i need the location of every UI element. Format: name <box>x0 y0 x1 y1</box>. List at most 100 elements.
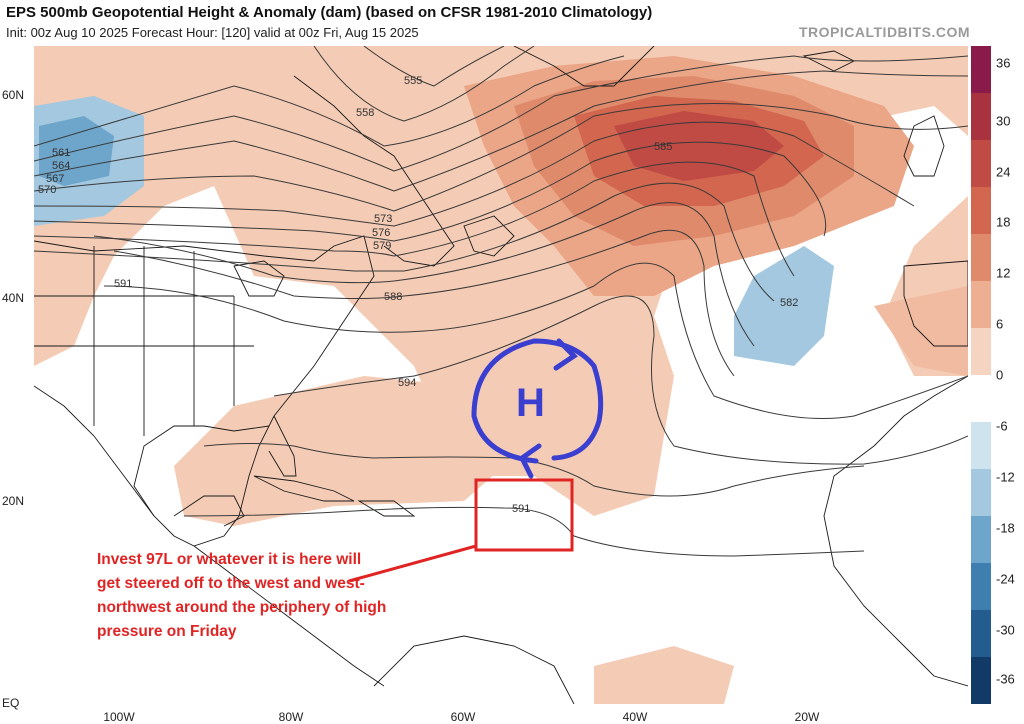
contour-label-594: 594 <box>398 377 416 389</box>
colorbar-label-minus30: -30 <box>996 622 1015 638</box>
lat-label-60n: 60N <box>2 88 25 102</box>
africa <box>823 375 968 687</box>
florida <box>268 415 297 477</box>
great-lakes <box>233 260 285 297</box>
lat-label-eq: EQ <box>2 696 20 710</box>
highlight-box <box>474 478 574 552</box>
contour-567 <box>34 70 968 192</box>
lat-label-40n: 40N <box>2 291 25 305</box>
us-states-grid <box>34 246 254 436</box>
lon-label-20w: 20W <box>794 710 820 724</box>
negative-anomaly-east <box>734 246 834 366</box>
high-label: H <box>516 381 545 425</box>
anomaly-shading <box>34 46 968 704</box>
lon-label-100w: 100W <box>103 710 135 724</box>
cuba <box>253 475 355 502</box>
colorbar-label-24: 24 <box>996 164 1011 180</box>
canada-coast <box>293 75 455 267</box>
colorbar-label-30: 30 <box>996 113 1011 129</box>
iberia <box>903 260 968 347</box>
height-contours <box>34 46 968 557</box>
positive-anomaly-iberia <box>874 286 968 376</box>
contour-591-south <box>183 506 865 557</box>
contour-576 <box>34 141 827 242</box>
high-arrow-head-top <box>553 338 578 371</box>
colorbar-label-minus6: -6 <box>996 418 1008 434</box>
colorbar-label-36: 36 <box>996 55 1011 71</box>
map-svg: 555 558 561 564 567 570 573 576 579 582 … <box>34 46 968 704</box>
contour-582 <box>34 182 775 302</box>
anomaly-24-30 <box>614 111 784 181</box>
hispaniola <box>357 500 416 517</box>
colorbar-segment <box>971 93 991 141</box>
colorbar-segment <box>971 281 991 329</box>
colorbar-segment <box>971 187 991 235</box>
contour-558 <box>313 46 535 122</box>
contour-label-561: 561 <box>52 147 70 159</box>
colorbar-label-minus12: -12 <box>996 469 1015 485</box>
south-america <box>373 635 575 704</box>
colorbar-segment <box>971 328 991 376</box>
annotation-pointer <box>348 544 477 583</box>
newfoundland <box>463 215 515 257</box>
british-isles <box>903 115 945 177</box>
colorbar <box>971 46 991 705</box>
contour-label-555: 555 <box>404 75 422 87</box>
contour-561 <box>34 55 625 147</box>
high-circle-arrow <box>471 338 604 464</box>
colorbar-label-minus24: -24 <box>996 571 1015 587</box>
contour-570 <box>34 103 968 212</box>
lon-label-40w: 40W <box>622 710 648 724</box>
contour-591-north <box>103 262 968 419</box>
colorbar-label-12: 12 <box>996 265 1011 281</box>
colorbar-svg <box>971 46 991 705</box>
lon-label-60w: 60W <box>450 710 476 724</box>
contour-573 <box>34 121 915 227</box>
contour-label-567: 567 <box>46 173 64 185</box>
north-america-coast <box>34 235 375 547</box>
chart-title: EPS 500mb Geopotential Height & Anomaly … <box>6 4 653 21</box>
colorbar-label-minus18: -18 <box>996 520 1015 536</box>
colorbar-label-minus36: -36 <box>996 671 1015 687</box>
central-america <box>193 545 385 687</box>
contour-label-570: 570 <box>38 184 56 196</box>
contour-label-585: 585 <box>654 141 672 153</box>
high-arrow-head-bottom <box>518 443 542 479</box>
colorbar-segment <box>971 140 991 188</box>
colorbar-segment <box>971 657 991 705</box>
contour-585 <box>93 202 755 347</box>
watermark: TROPICALTIDBITS.COM <box>798 24 970 40</box>
contour-594 <box>273 295 968 465</box>
contour-label-582: 582 <box>780 297 798 309</box>
contour-label-579: 579 <box>373 240 391 252</box>
colorbar-segment <box>971 516 991 564</box>
contour-label-588: 588 <box>384 291 402 303</box>
colorbar-segment <box>971 469 991 517</box>
colorbar-segment <box>971 375 991 423</box>
contour-588 <box>113 229 735 377</box>
colorbar-segment <box>971 610 991 658</box>
high-pressure-marker: H <box>471 338 604 479</box>
contour-label-576: 576 <box>372 227 390 239</box>
contour-label-564: 564 <box>52 160 70 172</box>
annotation-text: Invest 97L or whatever it is here will g… <box>97 551 387 640</box>
gulf-coast <box>133 425 270 517</box>
colorbar-segment <box>971 422 991 470</box>
chart-subtitle: Init: 00z Aug 10 2025 Forecast Hour: [12… <box>6 25 419 40</box>
positive-anomaly-south <box>174 376 504 526</box>
yucatan <box>173 495 245 527</box>
contour-579 <box>34 161 795 277</box>
colorbar-label-6: 6 <box>996 316 1004 332</box>
contour-label-558: 558 <box>356 107 374 119</box>
colorbar-label-18: 18 <box>996 214 1011 230</box>
colorbar-label-0: 0 <box>996 367 1004 383</box>
map-panel: 555 558 561 564 567 570 573 576 579 582 … <box>34 46 968 704</box>
colorbar-segment <box>971 563 991 611</box>
lon-label-80w: 80W <box>278 710 304 724</box>
contour-label-591: 591 <box>114 278 132 290</box>
contour-555 <box>363 46 505 87</box>
contour-label-573: 573 <box>374 213 392 225</box>
positive-anomaly-tropics <box>594 646 734 704</box>
contour-564 <box>34 55 968 172</box>
box-contour-label: 591 <box>512 503 530 515</box>
